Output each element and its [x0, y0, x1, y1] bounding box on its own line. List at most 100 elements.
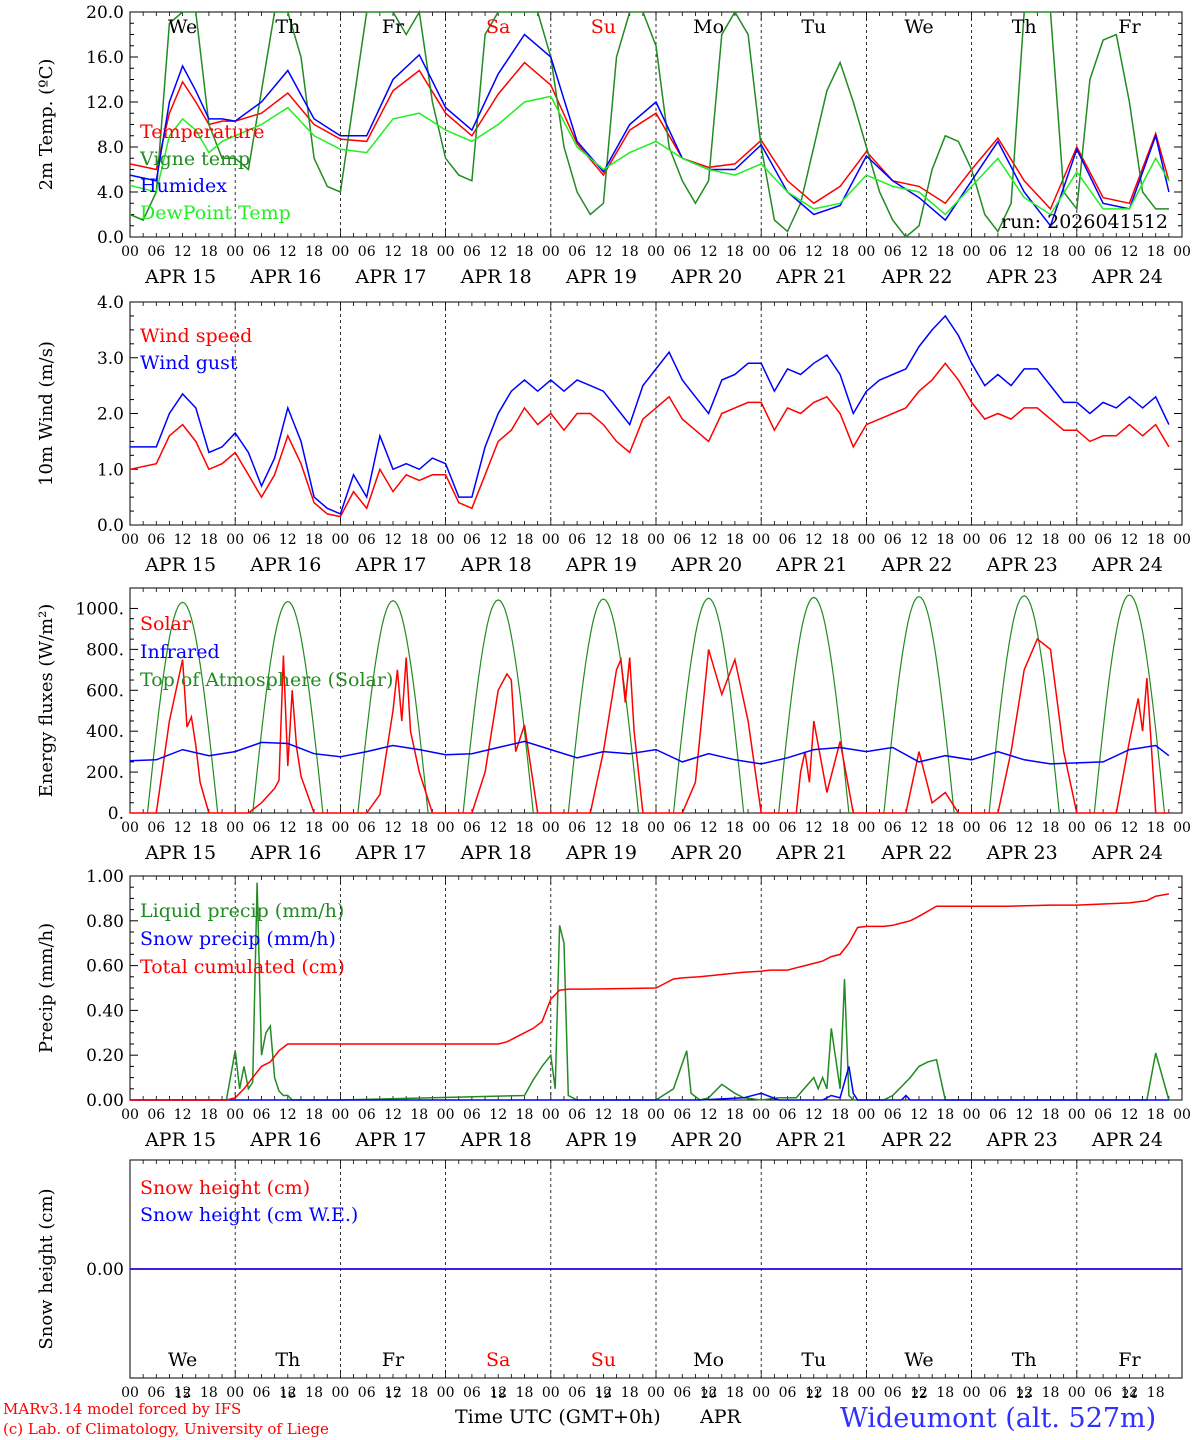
hour-tick-label: 18 [305, 820, 323, 836]
hour-tick-label: 18 [1147, 820, 1165, 836]
day-abbr-bottom: Sa [486, 1349, 510, 1371]
hour-tick-label: 18 [726, 1385, 744, 1401]
legend-entry: Wind speed [140, 325, 252, 347]
hour-tick-label: 18 [410, 1107, 428, 1123]
hour-tick-label: 18 [831, 1385, 849, 1401]
hour-tick-label: 12 [1015, 820, 1033, 836]
hour-tick-label: 06 [568, 532, 586, 548]
day-abbr-top: We [168, 16, 197, 38]
hour-tick-label: 12 [910, 532, 928, 548]
legend-entry: DewPoint Temp [140, 202, 291, 224]
date-label: APR 22 [880, 1129, 952, 1151]
hour-tick-label: 06 [147, 1107, 165, 1123]
date-label: APR 17 [354, 266, 426, 288]
y-axis-label: Snow height (cm) [36, 1188, 57, 1349]
series-snow-precip-mm-h- [130, 1066, 1169, 1101]
hour-tick-label: 06 [1094, 1385, 1112, 1401]
hour-tick-label: 18 [936, 532, 954, 548]
hour-tick-label: 06 [253, 1385, 271, 1401]
series-dewpoint-temp [129, 95, 1170, 216]
hour-tick-label: 00 [437, 532, 455, 548]
hour-tick-label: 06 [779, 532, 797, 548]
date-label: APR 19 [565, 266, 637, 288]
hour-tick-label: 00 [542, 532, 560, 548]
hour-tick-label: 00 [857, 820, 875, 836]
hour-tick-label: 12 [384, 1385, 402, 1401]
hour-tick-label: 06 [463, 1385, 481, 1401]
hour-tick-label: 06 [673, 532, 691, 548]
hour-tick-label: 06 [884, 820, 902, 836]
hour-tick-label: 06 [568, 1107, 586, 1123]
date-label: APR 17 [354, 842, 426, 864]
day-abbr-bottom: Fr [382, 1349, 405, 1371]
hour-tick-label: 00 [963, 820, 981, 836]
hour-tick-label: 06 [358, 1385, 376, 1401]
date-label: APR 24 [1091, 1129, 1163, 1151]
hour-tick-label: 18 [726, 1107, 744, 1123]
hour-tick-label: 12 [489, 244, 507, 260]
hour-tick-label: 18 [200, 820, 218, 836]
hour-tick-label: 12 [174, 1107, 192, 1123]
series-toa-solar [462, 599, 534, 814]
hour-tick-label: 00 [1068, 1385, 1086, 1401]
series-infrared [129, 740, 1170, 765]
hour-tick-label: 12 [1015, 1107, 1033, 1123]
hour-tick-label: 12 [174, 532, 192, 548]
legend-entry: Total cumulated (cm) [140, 956, 345, 978]
hour-tick-label: 12 [1120, 1385, 1138, 1401]
hour-tick-label: 12 [594, 244, 612, 260]
hour-tick-label: 12 [805, 244, 823, 260]
hour-tick-label: 00 [1173, 532, 1191, 548]
y-tick-label: 4.0 [97, 293, 124, 313]
hour-tick-label: 12 [700, 820, 718, 836]
hour-tick-label: 18 [936, 820, 954, 836]
hour-tick-label: 00 [437, 1385, 455, 1401]
date-label: APR 18 [460, 1129, 532, 1151]
hour-tick-label: 00 [331, 820, 349, 836]
hour-tick-label: 00 [752, 532, 770, 548]
series-solar [130, 637, 1169, 814]
date-label: APR 23 [986, 1129, 1058, 1151]
hour-tick-label: 18 [305, 532, 323, 548]
hour-tick-label: 06 [147, 532, 165, 548]
hour-tick-label: 18 [936, 244, 954, 260]
date-label: APR 24 [1091, 266, 1163, 288]
date-label: APR 18 [460, 842, 532, 864]
hour-tick-label: 00 [542, 820, 560, 836]
hour-tick-label: 12 [594, 532, 612, 548]
hour-tick-label: 18 [410, 1385, 428, 1401]
hour-tick-label: 18 [1147, 532, 1165, 548]
hour-tick-label: 18 [410, 532, 428, 548]
hour-tick-label: 00 [647, 1107, 665, 1123]
hour-tick-label: 00 [437, 1107, 455, 1123]
hour-tick-label: 06 [673, 1107, 691, 1123]
hour-tick-label: 12 [1120, 820, 1138, 836]
series-liquid-precip-mm-h- [130, 882, 1170, 1101]
hour-tick-label: 00 [542, 1107, 560, 1123]
hour-tick-label: 00 [857, 1385, 875, 1401]
hour-tick-label: 12 [805, 532, 823, 548]
hour-tick-label: 12 [594, 820, 612, 836]
day-abbr-bottom: Tu [801, 1349, 826, 1371]
hour-tick-label: 12 [279, 1107, 297, 1123]
hour-tick-label: 12 [805, 820, 823, 836]
series-vigne-temp [129, 9, 1169, 239]
panel-5: 0.00 Snow height (cm) Snow height (cm) Snow… [36, 1159, 1183, 1401]
hour-tick-label: 12 [279, 532, 297, 548]
hour-tick-label: 18 [726, 244, 744, 260]
y-tick-label: 0.60 [86, 957, 124, 977]
panel-2: 0.0 1.0 2.0 3.0 4.0 10m Wind (m/s) Wind speed W… [36, 293, 1191, 576]
hour-tick-label: 12 [174, 820, 192, 836]
hour-tick-label: 12 [279, 244, 297, 260]
hour-tick-label: 00 [1068, 244, 1086, 260]
hour-tick-label: 18 [1147, 1385, 1165, 1401]
hour-tick-label: 12 [1015, 532, 1033, 548]
month-label: APR [699, 1406, 742, 1428]
date-label: APR 15 [144, 1129, 216, 1151]
hour-tick-label: 12 [1015, 244, 1033, 260]
date-label: APR 24 [1091, 554, 1163, 576]
date-label: APR 20 [670, 1129, 742, 1151]
legend-entry: Temperature [140, 121, 264, 143]
hour-tick-label: 06 [463, 244, 481, 260]
hour-tick-label: 06 [779, 820, 797, 836]
